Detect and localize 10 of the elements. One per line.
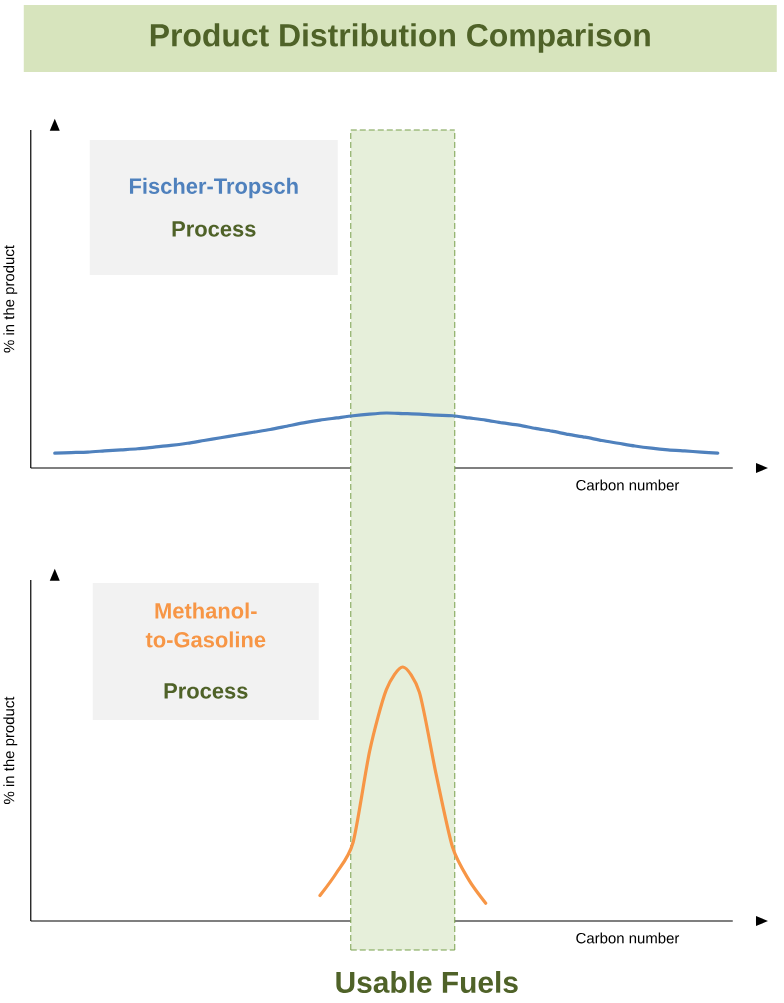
text: Usable Fuels (336, 971, 518, 993)
chart-title: Product Distribution Comparison (151, 23, 650, 53)
x-axis-title: Carbon number (576, 479, 680, 491)
y-axis-title: % in the product (3, 696, 18, 804)
y-axis-title: % in the product (3, 245, 18, 353)
text: Methanol-to-Gasoline (145, 602, 266, 648)
text: Fischer-Tropsch (130, 177, 298, 199)
annotation: Process (164, 683, 248, 699)
x-axis-title: Carbon number (576, 932, 680, 944)
text: Process (172, 221, 256, 237)
